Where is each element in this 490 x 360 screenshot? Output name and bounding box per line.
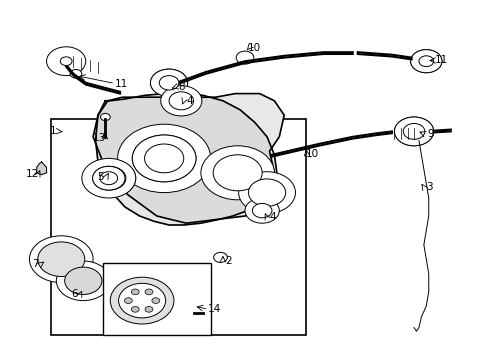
Text: 13: 13 [92,133,106,143]
Circle shape [110,277,174,324]
Circle shape [169,92,194,110]
Circle shape [47,47,86,76]
Circle shape [85,159,136,197]
Circle shape [185,307,202,320]
Circle shape [60,57,72,66]
Circle shape [394,117,434,146]
Circle shape [38,242,85,276]
Circle shape [95,167,126,190]
Circle shape [394,117,434,146]
Circle shape [56,261,110,301]
Circle shape [236,51,254,64]
Circle shape [201,146,274,200]
Circle shape [100,172,118,185]
Circle shape [152,298,160,303]
Polygon shape [96,94,277,225]
Circle shape [150,69,188,96]
Text: 7: 7 [32,259,39,269]
Circle shape [145,289,153,295]
Circle shape [245,198,279,223]
Circle shape [145,306,153,312]
Circle shape [70,69,82,78]
Text: 8: 8 [178,82,185,92]
Circle shape [132,135,196,182]
Circle shape [150,69,188,96]
Bar [51,119,306,335]
Text: 4: 4 [269,212,276,222]
Text: 11: 11 [434,55,448,66]
Circle shape [93,166,125,190]
Polygon shape [93,94,284,223]
Circle shape [159,76,179,90]
Text: 9: 9 [427,129,434,139]
Circle shape [29,236,93,283]
Circle shape [54,52,78,70]
Circle shape [213,155,262,191]
Circle shape [411,50,442,73]
Text: 11: 11 [114,78,128,89]
Circle shape [252,203,272,218]
Circle shape [248,179,286,206]
Circle shape [145,144,184,173]
Text: 3: 3 [426,182,433,192]
Text: 14: 14 [207,304,221,314]
Circle shape [411,50,442,73]
Circle shape [239,172,295,213]
Polygon shape [37,162,47,175]
Circle shape [118,124,211,193]
Circle shape [82,158,136,198]
Circle shape [100,113,110,121]
Circle shape [132,135,196,182]
Text: 10: 10 [306,149,319,159]
Circle shape [124,298,132,303]
Text: 10: 10 [248,43,261,53]
Circle shape [161,86,202,116]
Circle shape [419,56,434,67]
Circle shape [93,166,125,190]
Text: 6: 6 [71,289,78,299]
Bar [103,263,211,335]
Circle shape [131,289,139,295]
Text: 4: 4 [186,96,193,106]
Circle shape [131,306,139,312]
Text: 5: 5 [97,172,104,182]
Text: 1: 1 [49,126,56,136]
Text: 2: 2 [225,256,232,266]
Circle shape [119,283,166,318]
Text: 12: 12 [25,169,39,179]
Circle shape [65,267,102,294]
Circle shape [403,123,425,139]
Circle shape [214,252,227,262]
